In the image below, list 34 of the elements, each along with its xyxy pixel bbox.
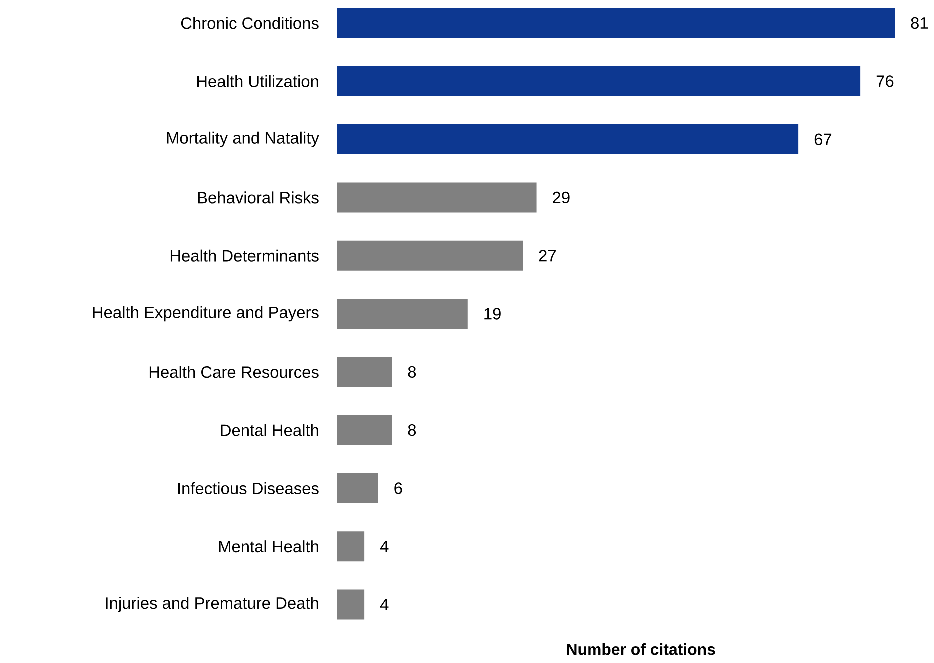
y-tick-label: Behavioral Risks	[198, 192, 319, 204]
bar	[337, 415, 392, 446]
bar	[337, 299, 468, 330]
bar	[337, 240, 524, 271]
y-tick-label: Health Determinants	[170, 250, 319, 262]
y-tick-label: Health Care Resources	[150, 366, 319, 378]
bar	[337, 357, 392, 388]
y-tick-label: Infectious Diseases	[178, 482, 319, 494]
y-tick-label: Health Utilization	[197, 75, 318, 88]
data-label: 4	[380, 540, 389, 552]
data-label: 67	[814, 134, 832, 146]
x-axis-title: Number of citations	[567, 644, 716, 656]
data-label: 8	[408, 366, 416, 378]
bar	[337, 182, 537, 213]
bar	[337, 532, 365, 562]
y-tick-label: Mental Health	[219, 540, 318, 553]
y-tick-label: Injuries and Premature Death	[106, 597, 318, 612]
bar	[337, 590, 365, 620]
bar	[337, 124, 799, 155]
data-label: 6	[394, 482, 402, 494]
data-label: 81	[911, 17, 928, 30]
bar	[337, 8, 896, 38]
data-label: 27	[539, 250, 556, 262]
y-tick-label: Health Expenditure and Payers	[93, 306, 319, 322]
data-label: 19	[484, 308, 501, 320]
data-label: 8	[408, 424, 416, 436]
data-label: 76	[876, 76, 894, 88]
data-label: 4	[380, 599, 389, 610]
bar	[337, 66, 861, 96]
y-tick-label: Chronic Conditions	[181, 17, 319, 30]
y-tick-label: Dental Health	[221, 424, 318, 436]
bar	[337, 473, 378, 504]
data-label: 29	[553, 192, 570, 204]
y-tick-label: Mortality and Natality	[167, 132, 320, 148]
